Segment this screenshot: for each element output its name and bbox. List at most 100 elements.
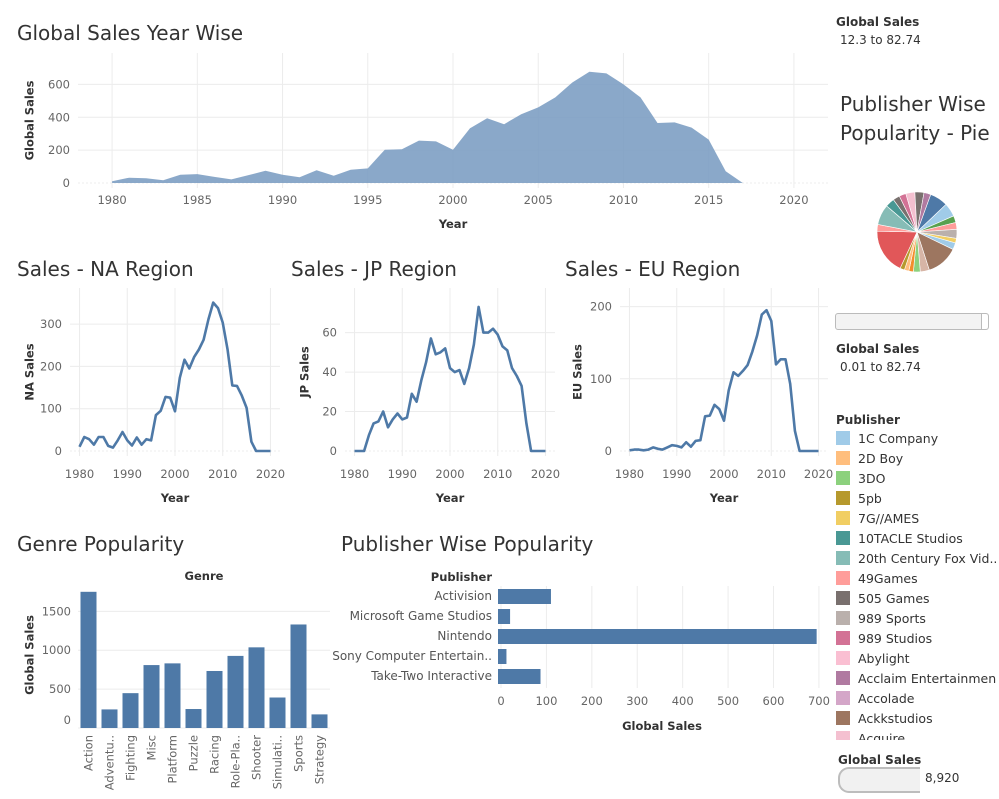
na-y-tick-label: 0 <box>55 444 62 458</box>
genre-bar <box>143 665 160 728</box>
pie-title-line2: Popularity - Pie <box>840 121 990 145</box>
global-y-axis-title: Global Sales <box>23 80 37 160</box>
jp-y-tick-label: 40 <box>322 365 337 379</box>
genre-bar <box>248 647 265 728</box>
legend-swatch <box>836 491 850 505</box>
legend-swatch <box>836 731 850 740</box>
publisher-x-tick-label: 400 <box>672 694 694 708</box>
legend-swatch <box>836 571 850 585</box>
legend-item[interactable]: 3DO <box>836 468 996 488</box>
legend-swatch <box>836 551 850 565</box>
genre-category-label: Sports <box>292 735 306 772</box>
jp-y-tick-label: 20 <box>322 405 337 419</box>
jp-x-tick-label: 1980 <box>340 467 369 481</box>
jp-y-axis-title: JP Sales <box>298 346 312 398</box>
legend-item-label: 5pb <box>858 490 882 506</box>
na-x-tick-label: 1980 <box>65 467 94 481</box>
global-sales-range-slider[interactable] <box>835 313 989 330</box>
na-sales-title: Sales - NA Region <box>17 257 194 281</box>
genre-bar <box>269 697 286 728</box>
na-y-axis-title: NA Sales <box>23 343 37 400</box>
publisher-header: Publisher <box>431 570 493 584</box>
na-y-tick-label: 100 <box>40 402 62 416</box>
legend-item[interactable]: 10TACLE Studios <box>836 528 996 548</box>
legend-item[interactable]: 989 Sports <box>836 608 996 628</box>
pie-chart-title: Publisher Wise Popularity - Pie <box>840 90 990 148</box>
jp-x-tick-label: 2000 <box>435 467 464 481</box>
global-x-tick-label: 2015 <box>694 193 723 207</box>
global-x-tick-label: 2000 <box>438 193 467 207</box>
na-line-series <box>78 301 271 453</box>
genre-category-label: Fighting <box>124 735 138 781</box>
genre-category-label: Action <box>82 735 96 771</box>
publisher-bar <box>498 629 817 644</box>
legend-item[interactable]: 505 Games <box>836 588 996 608</box>
publisher-category-label: Activision <box>434 589 492 603</box>
publisher-popularity-title: Publisher Wise Popularity <box>341 532 594 556</box>
genre-header: Genre <box>185 569 224 583</box>
publisher-category-label: Sony Computer Entertain.. <box>332 649 492 663</box>
legend-item[interactable]: 2D Boy <box>836 448 996 468</box>
global-x-axis-title: Year <box>438 217 468 231</box>
publisher-x-tick-label: 600 <box>763 694 785 708</box>
legend-swatch <box>836 631 850 645</box>
genre-bar <box>227 655 244 728</box>
publisher-x-tick-label: 700 <box>808 694 830 708</box>
eu-x-tick-label: 2020 <box>804 467 833 481</box>
legend-item[interactable]: 7G//AMES <box>836 508 996 528</box>
legend-swatch <box>836 671 850 685</box>
global-x-tick-label: 2005 <box>524 193 553 207</box>
legend-item[interactable]: Abylight <box>836 648 996 668</box>
genre-y-tick-label: 1500 <box>42 604 71 618</box>
global-x-tick-label: 1990 <box>268 193 297 207</box>
genre-y-tick-label: 500 <box>49 682 71 696</box>
legend-swatch <box>836 431 850 445</box>
publisher-category-label: Nintendo <box>437 629 492 643</box>
legend-item[interactable]: 5pb <box>836 488 996 508</box>
global-y-tick-label: 400 <box>48 110 70 124</box>
publisher-legend[interactable]: 1C Company 2D Boy 3DO 5pb 7G//AMES 10TACLE St… <box>836 428 996 740</box>
legend-item-label: 3DO <box>858 470 886 486</box>
global-x-tick-label: 1995 <box>353 193 382 207</box>
genre-popularity-title: Genre Popularity <box>17 532 185 556</box>
legend-swatch <box>836 651 850 665</box>
slider-handle[interactable] <box>981 314 988 329</box>
eu-x-tick-label: 2000 <box>709 467 738 481</box>
genre-category-label: Shooter <box>250 735 264 780</box>
legend-item[interactable]: Acclaim Entertainment <box>836 668 996 688</box>
size-legend-title: Global Sales <box>838 753 922 767</box>
size-legend-value: 8,920 <box>925 771 960 785</box>
na-y-tick-label: 300 <box>40 317 62 331</box>
jp-sales-title: Sales - JP Region <box>291 257 457 281</box>
legend-swatch <box>836 511 850 525</box>
global-sales-filter-range[interactable]: 12.3 to 82.74 <box>840 33 921 47</box>
legend-swatch <box>836 471 850 485</box>
global-x-tick-label: 2010 <box>609 193 638 207</box>
global-sales-filter-label: Global Sales <box>836 15 920 29</box>
legend-item[interactable]: 49Games <box>836 568 996 588</box>
jp-x-tick-label: 2020 <box>531 467 560 481</box>
global-sales-filter2-range[interactable]: 0.01 to 82.74 <box>840 360 921 374</box>
legend-item-label: 10TACLE Studios <box>858 530 963 546</box>
eu-y-axis-title: EU Sales <box>571 344 585 400</box>
legend-item-label: 20th Century Fox Vid.. <box>858 550 996 566</box>
publisher-bar <box>498 669 541 684</box>
global-area-series <box>112 71 794 183</box>
jp-x-tick-label: 1990 <box>388 467 417 481</box>
legend-item[interactable]: Acquire <box>836 728 996 740</box>
genre-category-label: Strategy <box>313 735 327 784</box>
pie-slice <box>916 192 932 233</box>
legend-item[interactable]: Accolade <box>836 688 996 708</box>
na-x-axis-title: Year <box>160 491 190 505</box>
publisher-x-tick-label: 100 <box>535 694 557 708</box>
global-sales-title: Global Sales Year Wise <box>17 21 244 45</box>
legend-item[interactable]: 1C Company <box>836 428 996 448</box>
legend-item[interactable]: 20th Century Fox Vid.. <box>836 548 996 568</box>
pie-title-line1: Publisher Wise <box>840 92 986 116</box>
legend-item-label: Acclaim Entertainment <box>858 670 996 686</box>
global-y-tick-label: 600 <box>48 77 70 91</box>
legend-item-label: 2D Boy <box>858 450 904 466</box>
legend-item[interactable]: Ackkstudios <box>836 708 996 728</box>
legend-item[interactable]: 989 Studios <box>836 628 996 648</box>
